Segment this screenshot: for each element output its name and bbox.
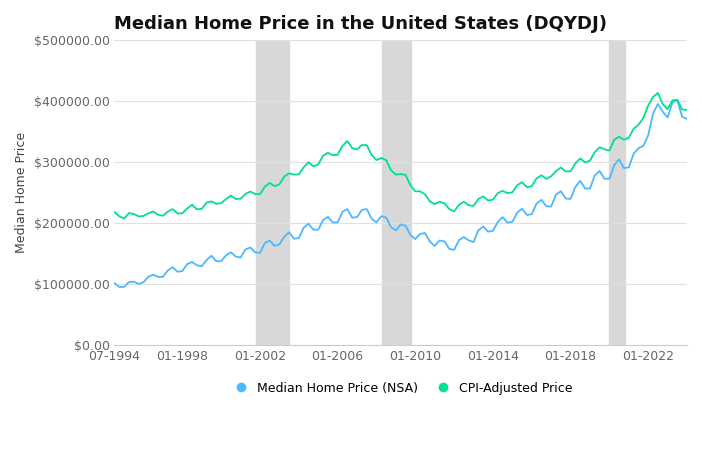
Bar xyxy=(383,40,411,345)
Legend: Median Home Price (NSA), CPI-Adjusted Price: Median Home Price (NSA), CPI-Adjusted Pr… xyxy=(223,377,578,400)
Y-axis label: Median Home Price: Median Home Price xyxy=(15,132,28,253)
Text: Median Home Price in the United States (DQYDJ): Median Home Price in the United States (… xyxy=(114,15,607,33)
Bar xyxy=(256,40,289,345)
Bar xyxy=(609,40,625,345)
